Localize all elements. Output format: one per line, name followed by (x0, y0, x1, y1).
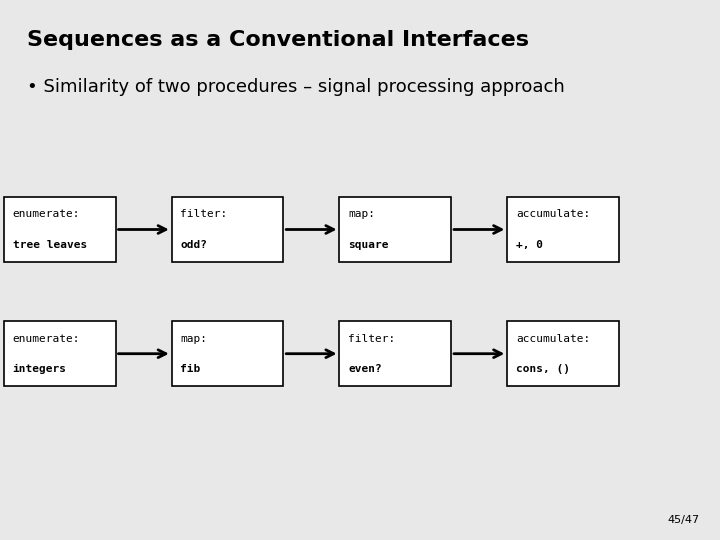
Text: +, 0: +, 0 (516, 240, 543, 249)
Text: integers: integers (13, 364, 67, 374)
Text: even?: even? (348, 364, 382, 374)
FancyBboxPatch shape (4, 197, 115, 262)
FancyBboxPatch shape (340, 197, 451, 262)
Text: accumulate:: accumulate: (516, 210, 590, 219)
FancyBboxPatch shape (507, 321, 619, 386)
Text: tree leaves: tree leaves (13, 240, 87, 249)
Text: enumerate:: enumerate: (13, 334, 80, 343)
FancyBboxPatch shape (340, 321, 451, 386)
FancyBboxPatch shape (172, 321, 284, 386)
FancyBboxPatch shape (507, 197, 619, 262)
Text: • Similarity of two procedures – signal processing approach: • Similarity of two procedures – signal … (27, 78, 565, 96)
FancyBboxPatch shape (172, 197, 284, 262)
Text: square: square (348, 240, 389, 249)
Text: cons, (): cons, () (516, 364, 570, 374)
FancyBboxPatch shape (4, 321, 115, 386)
Text: fib: fib (181, 364, 201, 374)
Text: accumulate:: accumulate: (516, 334, 590, 343)
Text: 45/47: 45/47 (667, 515, 700, 525)
Text: filter:: filter: (181, 210, 228, 219)
Text: odd?: odd? (181, 240, 207, 249)
Text: map:: map: (348, 210, 375, 219)
Text: map:: map: (181, 334, 207, 343)
Text: filter:: filter: (348, 334, 395, 343)
Text: enumerate:: enumerate: (13, 210, 80, 219)
Text: Sequences as a Conventional Interfaces: Sequences as a Conventional Interfaces (27, 30, 529, 50)
